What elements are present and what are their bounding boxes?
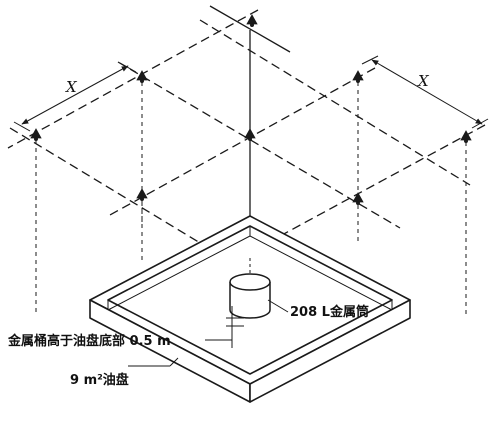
dimension-right [361, 55, 489, 129]
ceiling-edge [209, 5, 291, 250]
grid-line [7, 9, 259, 149]
sprinkler-head-icon [352, 192, 364, 206]
drum-leader [267, 299, 289, 313]
dimension-left [13, 62, 137, 132]
sprinkler-head-icon [136, 70, 148, 84]
dimension-extension [361, 55, 379, 65]
grid-line [109, 67, 376, 216]
edge-line [209, 5, 291, 53]
sprinkler-head-icon [244, 128, 256, 142]
drum-top [229, 273, 271, 291]
pan-label: 9 m²油盘 [70, 372, 129, 388]
dimension-extension [13, 121, 31, 132]
sprinkler-head-icon [460, 130, 472, 144]
dimension-extension [119, 62, 137, 73]
sprinkler-head-icon [246, 14, 258, 28]
spacing-label-left: X [65, 78, 78, 96]
grid-line [199, 19, 471, 186]
sprinkler-head-icon [352, 70, 364, 84]
pan-wall-right [249, 299, 411, 403]
pan-floor-edge [107, 235, 393, 311]
metal-drum [229, 258, 271, 319]
drum-height-dimension [226, 306, 244, 348]
sprinkler-head-icon [136, 188, 148, 202]
drum-body [229, 282, 271, 319]
dimension-extension [471, 118, 489, 129]
spacing-label-right: X [417, 72, 430, 90]
pan-leader [169, 357, 179, 367]
drum-label: 208 L金属筒 [290, 304, 369, 320]
dimension-arrow [371, 59, 483, 125]
grid-line [117, 61, 401, 229]
drum-height-label: 金属桶高于油盘底部 0.5 m [7, 333, 171, 349]
dimension-arrow [21, 65, 129, 125]
sprinkler-head-icon [30, 128, 42, 142]
drop-lines [35, 82, 467, 318]
